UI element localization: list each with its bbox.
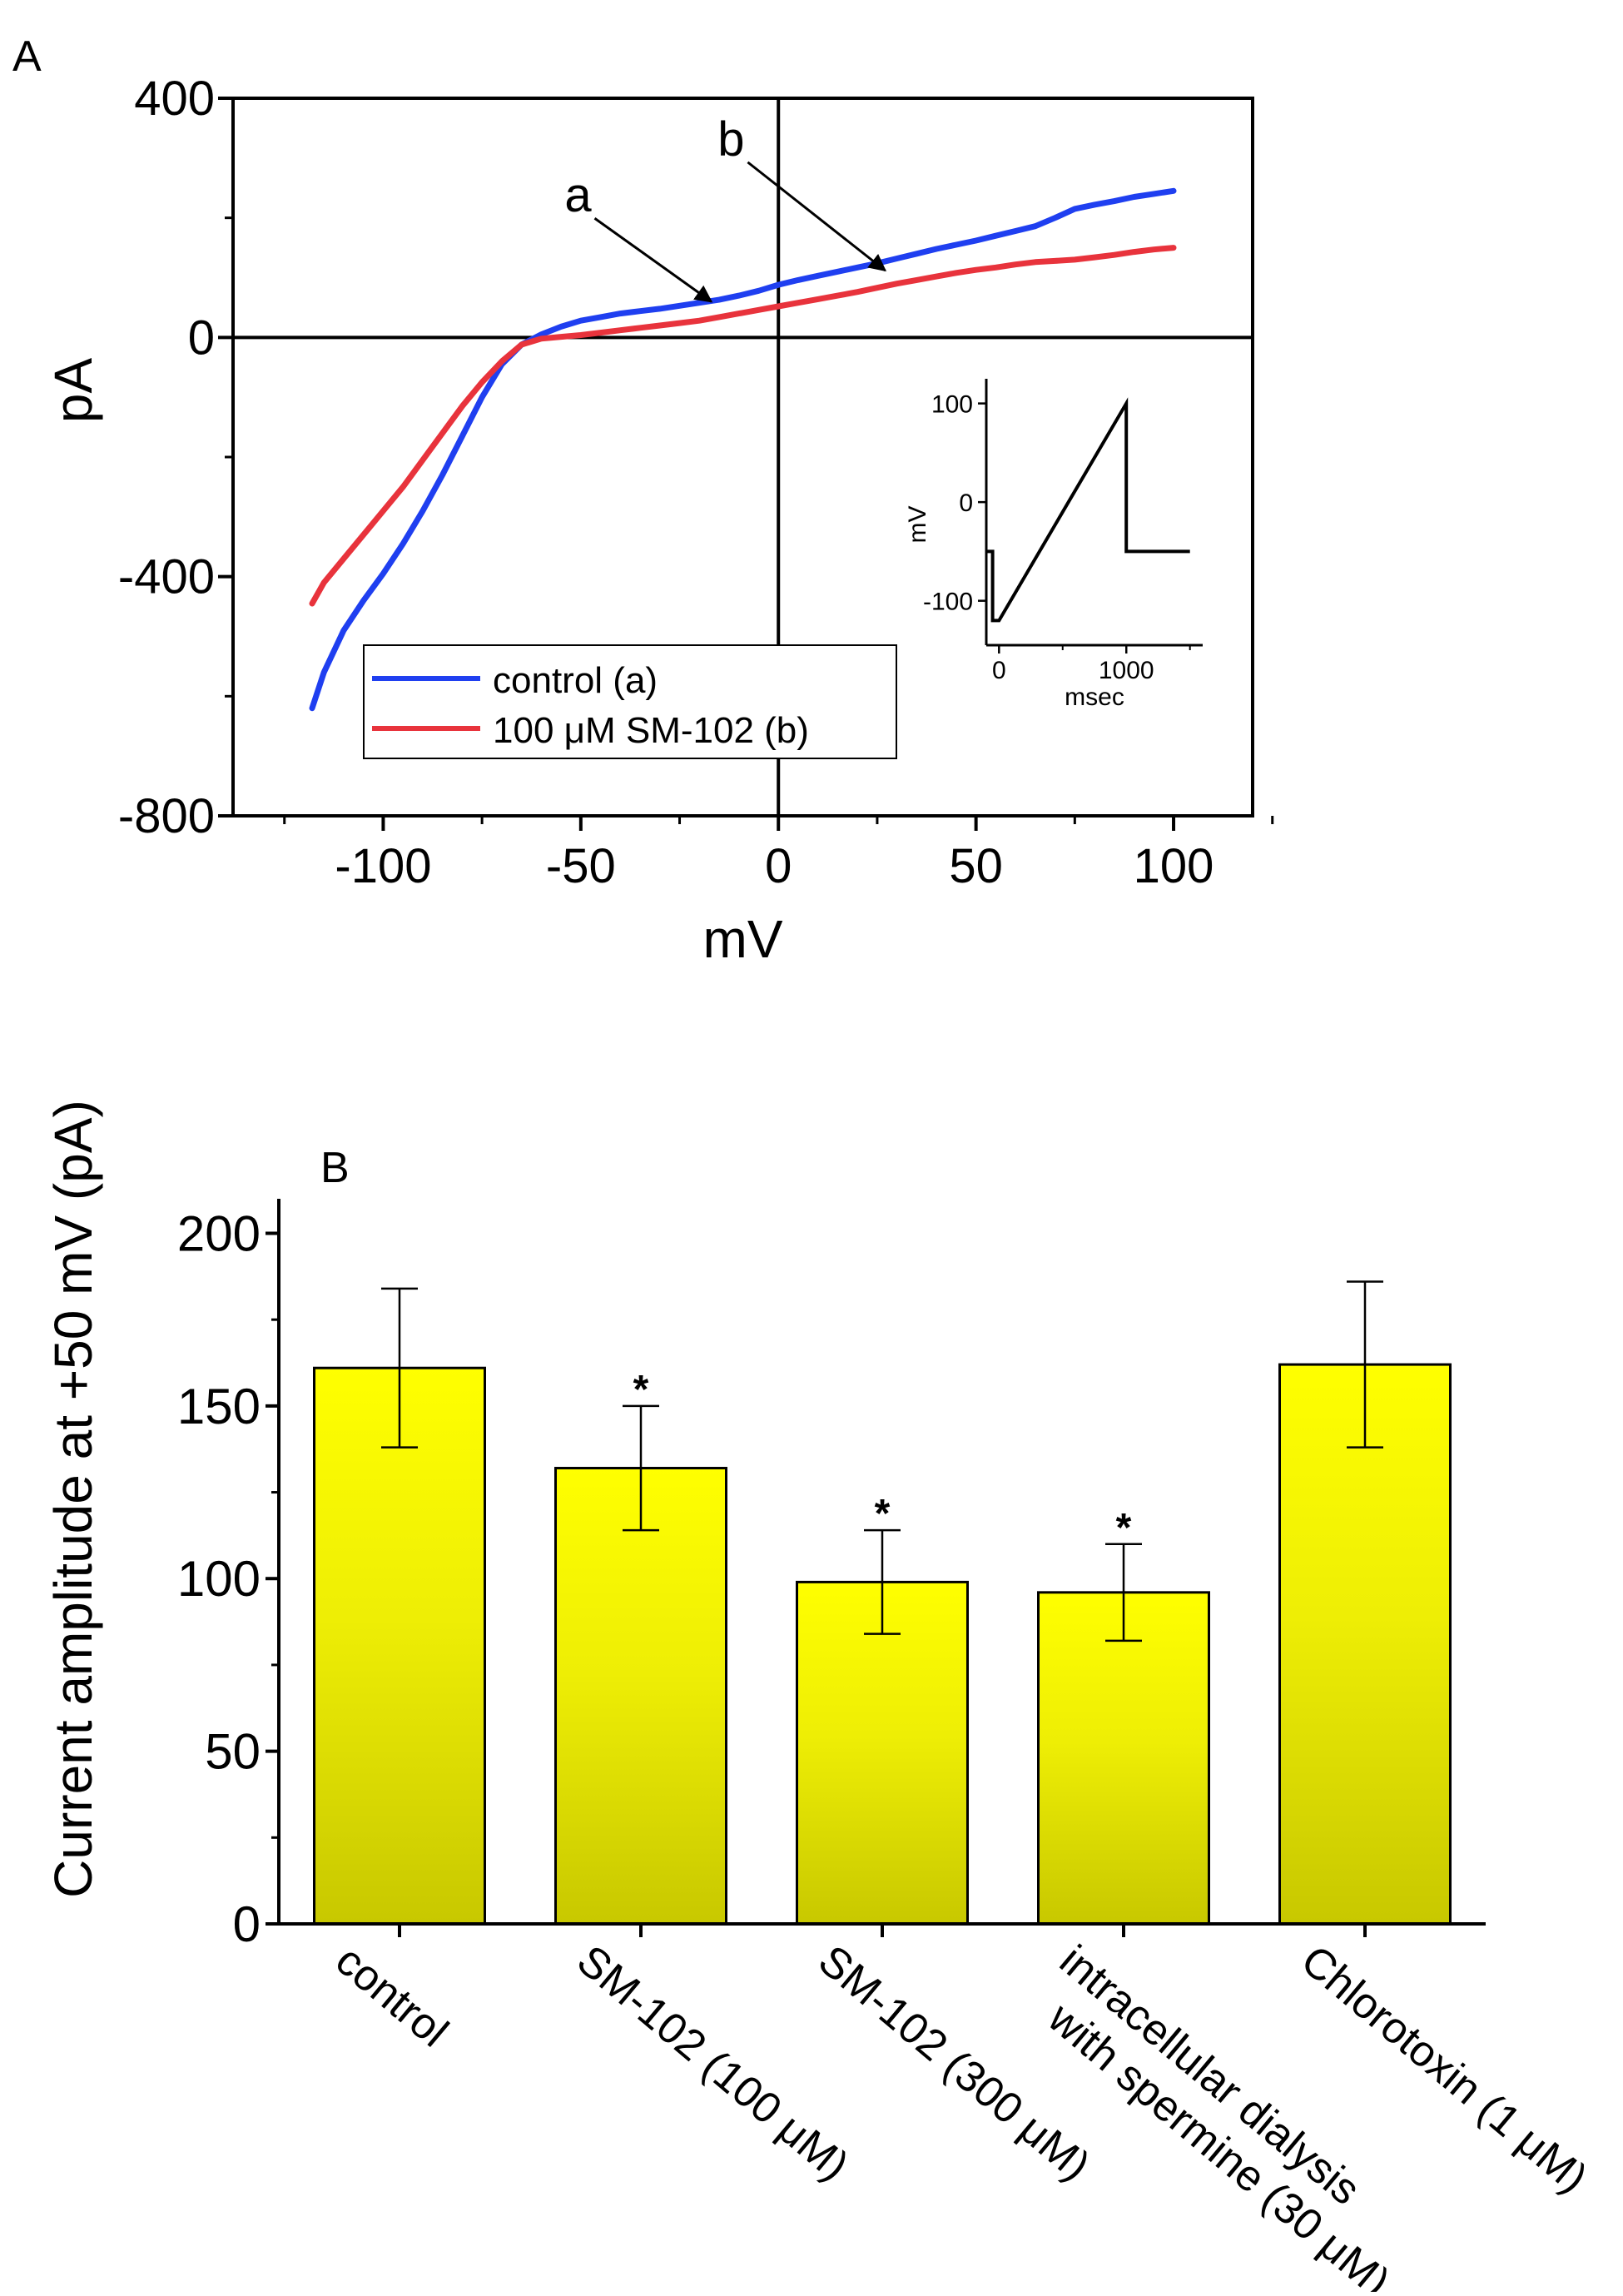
inset-y-tick-label: 0 [959,490,973,517]
category-label: control [326,1936,457,2057]
y-tick-label: 0 [188,311,215,365]
category-label-line: with spermine (30 μM) [1039,1993,1399,2292]
legend-entry-label: 100 μM SM-102 (b) [493,710,809,751]
inset-y-axis-title: mV [904,506,931,544]
x-tick-label: 0 [765,839,792,893]
legend-box [363,644,897,759]
inset-x-tick-label: 0 [992,657,1006,684]
panel-a-annotations: ab [564,112,887,303]
y-tick-label: 200 [177,1205,261,1261]
inset-x-axis-title: msec [1065,683,1124,711]
annotation-label: b [717,112,744,166]
annotation-arrow [747,161,887,272]
significance-marker: * [633,1368,649,1412]
significance-marker: * [875,1492,891,1536]
annotation-arrow [593,217,713,303]
y-tick-label: 150 [177,1379,261,1434]
series-line-sm102 [309,245,1177,607]
category-label-line: control [326,1936,457,2057]
panel-a-series [309,187,1177,712]
inset-voltage-protocol-line [986,397,1190,623]
y-tick-label: 400 [134,72,215,126]
x-tick-label: 50 [949,839,1003,893]
y-axis-title: pA [43,358,103,424]
x-tick-label: -50 [546,839,616,893]
panel-a-legend: control (a) 100 μM SM-102 (b) [363,644,897,759]
panel-b-bars: * * * [313,1280,1452,1926]
inset-y-tick-label: -100 [923,589,973,616]
legend-entry-label: control (a) [493,660,658,701]
y-tick-label: 50 [205,1724,261,1780]
bar [554,1467,727,1926]
inset-y-tick-label: 100 [931,391,973,419]
bar [313,1366,486,1926]
panel-a-label: A [12,32,42,81]
inset-x-tick-label: 1000 [1099,657,1154,684]
panel-a-inset: 0 1000 -100 0 100 msec mV [904,379,1203,711]
y-tick-label: -800 [118,789,215,843]
y-tick-label: 0 [233,1896,261,1952]
y-axis-title: Current amplitude at +50 mV (pA) [43,1100,103,1898]
panel-a-axes: -100 -50 0 50 100 -800 -400 0 400 mV pA [43,72,1274,969]
x-tick-label: -100 [335,839,431,893]
series-line-control [309,187,1177,712]
significance-marker: * [1116,1506,1132,1550]
annotation-label: a [564,168,592,222]
bar [1037,1591,1210,1926]
panel-b-label: B [320,1144,350,1192]
y-tick-label: 100 [177,1551,261,1607]
x-axis-title: mV [703,909,783,969]
y-tick-label: -400 [118,550,215,604]
x-tick-label: 100 [1134,839,1214,893]
bar [1278,1363,1452,1926]
